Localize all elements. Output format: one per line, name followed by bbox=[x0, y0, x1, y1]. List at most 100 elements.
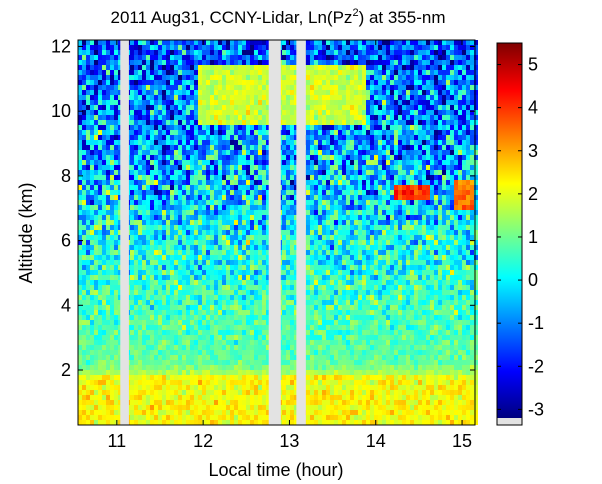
heatmap-cell bbox=[230, 340, 234, 345]
heatmap-cell bbox=[110, 70, 114, 75]
heatmap-cell bbox=[330, 420, 334, 425]
heatmap-cell bbox=[290, 175, 294, 180]
heatmap-cell bbox=[78, 360, 82, 365]
heatmap-cell bbox=[262, 135, 266, 140]
heatmap-cell bbox=[182, 120, 186, 125]
heatmap-cell bbox=[170, 215, 174, 220]
heatmap-cell bbox=[314, 115, 318, 120]
heatmap-cell bbox=[290, 105, 294, 110]
heatmap-cell bbox=[226, 70, 230, 75]
heatmap-cell bbox=[334, 175, 338, 180]
heatmap-cell bbox=[114, 50, 118, 55]
heatmap-cell bbox=[170, 400, 174, 405]
heatmap-cell bbox=[150, 300, 154, 305]
heatmap-cell bbox=[102, 260, 106, 265]
heatmap-cell bbox=[294, 310, 298, 315]
heatmap-cell bbox=[182, 365, 186, 370]
heatmap-cell bbox=[314, 210, 318, 215]
heatmap-cell bbox=[150, 160, 154, 165]
heatmap-cell bbox=[190, 240, 194, 245]
heatmap-cell bbox=[82, 330, 86, 335]
heatmap-cell bbox=[226, 275, 230, 280]
heatmap-cell bbox=[222, 270, 226, 275]
heatmap-cell bbox=[318, 330, 322, 335]
heatmap-cell bbox=[282, 60, 286, 65]
heatmap-cell bbox=[322, 95, 326, 100]
heatmap-cell bbox=[82, 105, 86, 110]
heatmap-cell bbox=[158, 150, 162, 155]
heatmap-cell bbox=[218, 355, 222, 360]
heatmap-cell bbox=[294, 370, 298, 375]
heatmap-cell bbox=[218, 140, 222, 145]
heatmap-cell bbox=[294, 200, 298, 205]
heatmap-cell bbox=[130, 320, 134, 325]
heatmap-cell bbox=[322, 340, 326, 345]
heatmap-cell bbox=[94, 390, 98, 395]
heatmap-cell bbox=[86, 320, 90, 325]
heatmap-cell bbox=[118, 115, 122, 120]
heatmap-cell bbox=[198, 230, 202, 235]
heatmap-cell bbox=[238, 375, 242, 380]
heatmap-cell bbox=[170, 55, 174, 60]
heatmap-cell bbox=[150, 240, 154, 245]
heatmap-cell bbox=[294, 70, 298, 75]
heatmap-cell bbox=[310, 100, 314, 105]
heatmap-cell bbox=[286, 110, 290, 115]
heatmap-cell bbox=[238, 100, 242, 105]
heatmap-cell bbox=[142, 365, 146, 370]
heatmap-cell bbox=[286, 160, 290, 165]
heatmap-cell bbox=[114, 405, 118, 410]
heatmap-cell bbox=[194, 100, 198, 105]
heatmap-cell bbox=[178, 205, 182, 210]
heatmap-cell bbox=[146, 370, 150, 375]
heatmap-cell bbox=[218, 205, 222, 210]
heatmap-cell bbox=[210, 150, 214, 155]
heatmap-cell bbox=[210, 325, 214, 330]
heatmap-cell bbox=[118, 280, 122, 285]
heatmap-cell bbox=[150, 255, 154, 260]
heatmap-cell bbox=[254, 300, 258, 305]
heatmap-cell bbox=[214, 70, 218, 75]
heatmap-cell bbox=[314, 360, 318, 365]
heatmap-cell bbox=[314, 375, 318, 380]
heatmap-cell bbox=[98, 125, 102, 130]
heatmap-cell bbox=[182, 345, 186, 350]
heatmap-cell bbox=[110, 380, 114, 385]
heatmap-cell bbox=[266, 85, 270, 90]
heatmap-cell bbox=[98, 255, 102, 260]
heatmap-cell bbox=[102, 105, 106, 110]
heatmap-cell bbox=[206, 240, 210, 245]
heatmap-cell bbox=[110, 165, 114, 170]
heatmap-cell bbox=[198, 350, 202, 355]
heatmap-cell bbox=[310, 305, 314, 310]
heatmap-cell bbox=[154, 275, 158, 280]
heatmap-cell bbox=[142, 215, 146, 220]
heatmap-cell bbox=[214, 330, 218, 335]
heatmap-cell bbox=[282, 85, 286, 90]
heatmap-cell bbox=[186, 295, 190, 300]
heatmap-cell bbox=[82, 70, 86, 75]
heatmap-cell bbox=[222, 295, 226, 300]
heatmap-cell bbox=[190, 380, 194, 385]
heatmap-cell bbox=[254, 220, 258, 225]
heatmap-cell bbox=[86, 240, 90, 245]
heatmap-cell bbox=[286, 330, 290, 335]
heatmap-cell bbox=[94, 75, 98, 80]
heatmap-cell bbox=[258, 100, 262, 105]
heatmap-cell bbox=[250, 230, 254, 235]
heatmap-cell bbox=[322, 130, 326, 135]
heatmap-cell bbox=[198, 325, 202, 330]
heatmap-cell bbox=[258, 345, 262, 350]
heatmap-cell bbox=[222, 265, 226, 270]
heatmap-cell bbox=[206, 100, 210, 105]
heatmap-cell bbox=[326, 90, 330, 95]
heatmap-cell bbox=[250, 285, 254, 290]
heatmap-cell bbox=[114, 40, 118, 45]
heatmap-cell bbox=[214, 65, 218, 70]
heatmap-cell bbox=[334, 40, 338, 45]
heatmap-cell bbox=[234, 375, 238, 380]
heatmap-cell bbox=[246, 45, 250, 50]
heatmap-cell bbox=[178, 200, 182, 205]
heatmap-cell bbox=[182, 205, 186, 210]
heatmap-cell bbox=[334, 45, 338, 50]
